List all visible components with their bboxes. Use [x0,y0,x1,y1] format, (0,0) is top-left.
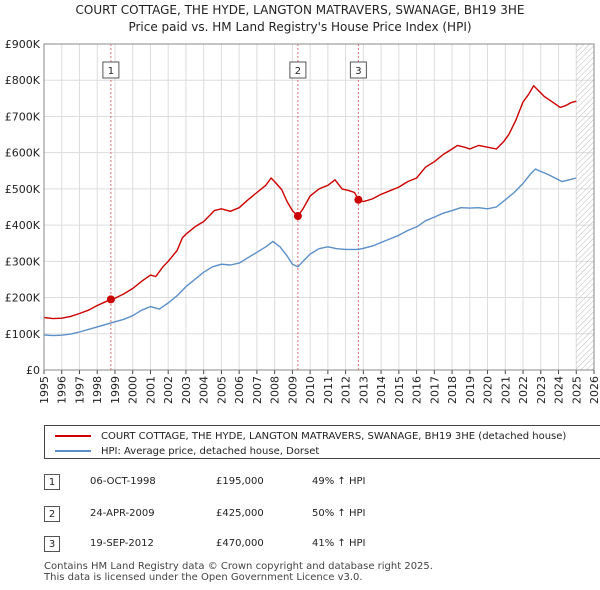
x-tick-label: 2012 [340,376,353,404]
x-tick-label: 2006 [233,376,246,404]
legend-item-hpi: HPI: Average price, detached house, Dors… [55,444,319,458]
transaction-hpi: 50% ↑ HPI [312,508,366,519]
x-tick-label: 2019 [464,376,477,404]
x-tick-label: 2018 [446,376,459,404]
y-tick-label: £300K [5,255,41,268]
x-tick-label: 1999 [109,376,122,404]
sale-marker-2 [293,212,302,221]
legend-item-property: COURT COTTAGE, THE HYDE, LANGTON MATRAVE… [55,429,566,443]
x-tick-label: 2001 [144,376,157,404]
legend-label-property: COURT COTTAGE, THE HYDE, LANGTON MATRAVE… [101,430,567,442]
x-tick-label: 2025 [570,376,583,404]
y-tick-label: £700K [5,110,41,123]
transaction-hpi: 49% ↑ HPI [312,476,366,487]
x-tick-label: 2022 [517,376,530,404]
y-tick-label: £200K [5,292,41,305]
x-tick-label: 1995 [38,376,51,404]
x-tick-label: 2023 [535,376,548,404]
x-tick-label: 2002 [162,376,175,404]
legend-swatch-hpi [55,450,91,452]
sale-marker-1 [106,295,115,304]
legend-swatch-property [55,435,91,437]
sale-label-3: 3 [355,66,361,77]
sale-label-box-3 [349,61,367,79]
x-tick-label: 1998 [91,376,104,404]
x-tick-label: 2020 [482,376,495,404]
footer-line-2: This data is licensed under the Open Gov… [44,572,363,583]
price-chart: 1 2 3 £0 £100K £200K £300K £400K £500K £600K £700… [5,38,600,404]
x-tick-label: 2015 [393,376,406,404]
x-tick-label: 2003 [180,376,193,404]
transaction-number: 1 [44,474,60,490]
title-line-1: COURT COTTAGE, THE HYDE, LANGTON MATRAVE… [75,3,525,17]
x-tick-label: 2009 [286,376,299,404]
x-tick-label: 2014 [375,376,388,404]
transaction-row: 3 19-SEP-2012 £470,000 41% ↑ HPI [44,536,584,554]
x-tick-label: 2007 [251,376,264,404]
transaction-price: £425,000 [216,508,264,519]
future-hatch-region [576,44,594,370]
x-tick-label: 2011 [322,376,335,404]
x-tick-label: 2005 [215,376,228,404]
transaction-date: 24-APR-2009 [90,508,155,519]
transaction-price: £470,000 [216,538,264,549]
transaction-row: 2 24-APR-2009 £425,000 50% ↑ HPI [44,506,584,524]
property-price-line [43,85,577,320]
chart-title: COURT COTTAGE, THE HYDE, LANGTON MATRAVE… [0,2,600,36]
x-tick-label: 2004 [198,376,211,404]
footer-line-1: Contains HM Land Registry data © Crown c… [44,561,433,572]
x-tick-label: 2000 [127,376,140,404]
x-tick-label: 2010 [304,376,317,404]
x-tick-label: 2021 [499,376,512,404]
x-tick-label: 1997 [73,376,86,404]
x-tick-label: 2013 [357,376,370,404]
transaction-date: 19-SEP-2012 [90,538,154,549]
sale-label-1: 1 [108,66,114,77]
transaction-hpi: 41% ↑ HPI [312,538,366,549]
sale-marker-3 [354,195,363,204]
sale-label-box-2 [289,61,307,79]
transaction-row: 1 06-OCT-1998 £195,000 49% ↑ HPI [44,474,584,492]
legend: COURT COTTAGE, THE HYDE, LANGTON MATRAVE… [44,425,600,459]
y-tick-label: £100K [5,328,41,341]
footer: Contains HM Land Registry data © Crown c… [44,561,433,583]
title-line-2: Price paid vs. HM Land Registry's House … [128,20,472,34]
hpi-line [43,168,577,337]
transaction-number: 3 [44,536,60,552]
transaction-date: 06-OCT-1998 [90,476,156,487]
sale-label-box-1 [102,61,120,79]
y-tick-label: £800K [5,74,41,87]
y-tick-label: £500K [5,183,41,196]
transaction-number: 2 [44,506,60,522]
plot-frame [43,43,595,371]
x-tick-label: 1996 [56,376,69,404]
y-tick-label: £600K [5,147,41,160]
x-tick-label: 2017 [428,376,441,404]
x-tick-label: 2008 [269,376,282,404]
y-tick-label: £400K [5,219,41,232]
x-tick-label: 2024 [553,376,566,404]
x-tick-label: 2016 [411,376,424,404]
x-tick-label: 2026 [588,376,600,404]
sale-label-2: 2 [295,66,301,77]
legend-label-hpi: HPI: Average price, detached house, Dors… [101,445,320,457]
y-tick-label: £0 [26,364,40,377]
y-tick-label: £900K [5,38,41,51]
transaction-price: £195,000 [216,476,264,487]
